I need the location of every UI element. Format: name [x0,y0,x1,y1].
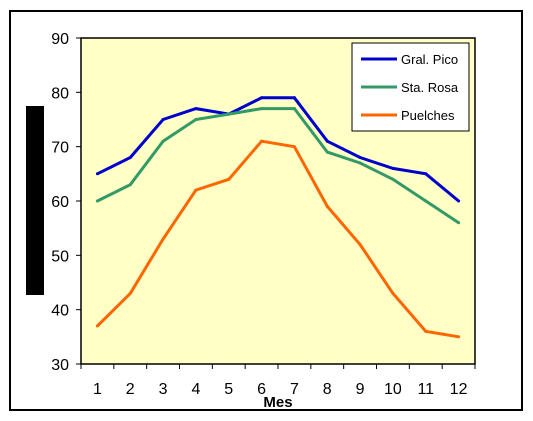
data-point [128,156,132,159]
series-line-0 [96,96,460,203]
y-tick-label: 90 [51,31,69,48]
data-point [391,166,395,170]
data-point [260,107,264,111]
legend-label: Puelches [401,108,455,123]
data-point [358,243,362,246]
x-tick-label: 9 [356,381,365,398]
data-point [95,324,99,328]
data-point [95,172,99,176]
data-point [358,156,362,159]
data-point [161,237,165,241]
data-point [260,139,264,143]
data-point [424,199,428,203]
x-tick-label: 12 [450,381,468,398]
x-tick-label: 10 [384,381,402,398]
y-tick-label: 50 [51,248,69,265]
data-point [292,107,296,111]
x-tick-label: 11 [417,381,434,398]
x-axis-title: Mes [263,394,292,411]
data-point [260,96,264,100]
data-point [194,118,198,121]
x-tick-label: 1 [93,381,102,398]
data-point [128,291,132,295]
data-point [358,161,362,165]
x-tick-label: 8 [323,381,332,398]
y-tick-label: 80 [51,85,69,102]
y-tick-label: 70 [51,140,69,157]
data-point [424,172,428,176]
series-layer [95,96,461,339]
legend-label: Gral. Pico [401,52,458,67]
data-point [161,139,165,143]
data-point [128,183,132,187]
data-point [457,335,461,339]
x-tick-label: 6 [257,381,266,398]
x-axis: 1 2 3 4 5 6 7 8 9 10 11 12 [80,364,476,398]
y-tick-label: 60 [51,194,69,211]
data-point [457,199,461,203]
y-tick-label: 30 [51,357,69,374]
data-point [95,199,99,203]
x-tick-label: 3 [159,381,168,398]
data-point [194,188,198,192]
data-point [325,204,329,208]
x-tick-label: 2 [126,381,135,398]
data-point [391,291,395,295]
data-point [227,177,231,181]
y-tick-label: 40 [51,303,69,320]
data-point [161,118,165,121]
legend: Gral. Pico Sta. Rosa Puelches [351,42,470,132]
data-point [325,150,329,154]
data-point [194,107,198,111]
data-point [424,329,428,333]
data-point [457,221,461,225]
data-point [292,96,296,100]
x-tick-label: 7 [290,381,299,398]
legend-label: Sta. Rosa [401,80,459,95]
x-tick-label: 5 [224,381,233,398]
data-point [325,139,329,143]
series-line-2 [96,139,459,339]
data-point [292,145,296,149]
series-line-1 [96,107,460,224]
data-point [227,112,231,116]
y-axis: 30 40 50 60 70 80 90 [51,31,81,374]
x-tick-label: 4 [191,381,200,398]
redacted-y-axis-label [26,106,44,295]
data-point [391,177,395,181]
